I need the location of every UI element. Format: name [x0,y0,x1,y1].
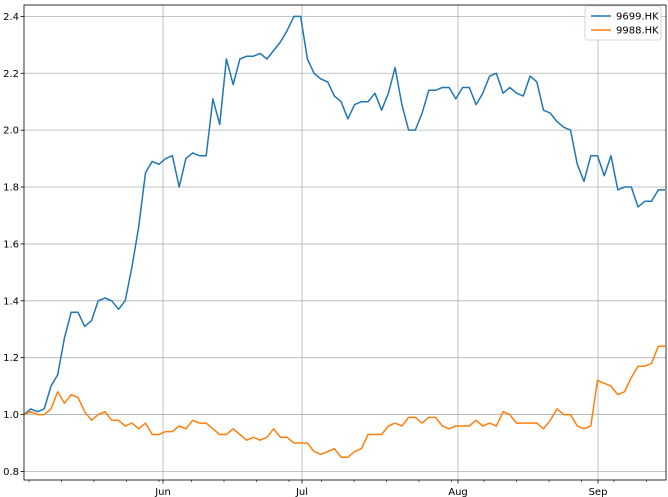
axis-ticks: 0.8 1.0 1.2 1.4 1.6 1.8 2.0 2.2 2.4 Jun Jul Aug Sep [3,12,607,497]
y-tick-label: 2.0 [3,126,19,137]
y-tick-label: 2.4 [3,12,19,23]
x-tick-label: Aug [448,487,468,497]
series-line-9699 [23,15,665,416]
series-line-9988 [23,345,665,458]
legend-label-9988: 9988.HK [616,26,659,37]
y-tick-label: 1.4 [3,296,19,307]
legend-label-9699: 9699.HK [616,12,659,23]
x-tick-label: Jun [154,487,171,497]
grid-lines [24,5,666,480]
y-tick-label: 2.2 [3,69,19,80]
x-tick-label: Jul [295,487,308,497]
y-tick-label: 0.8 [3,467,19,478]
legend: 9699.HK 9988.HK [584,5,662,41]
legend-box [584,5,662,41]
y-tick-label: 1.2 [3,353,19,364]
series-lines [23,15,665,458]
y-tick-label: 1.6 [3,239,19,250]
plot-frame [23,4,667,481]
y-tick-label: 1.0 [3,410,19,421]
x-tick-label: Sep [589,487,608,497]
y-tick-label: 1.8 [3,183,19,194]
